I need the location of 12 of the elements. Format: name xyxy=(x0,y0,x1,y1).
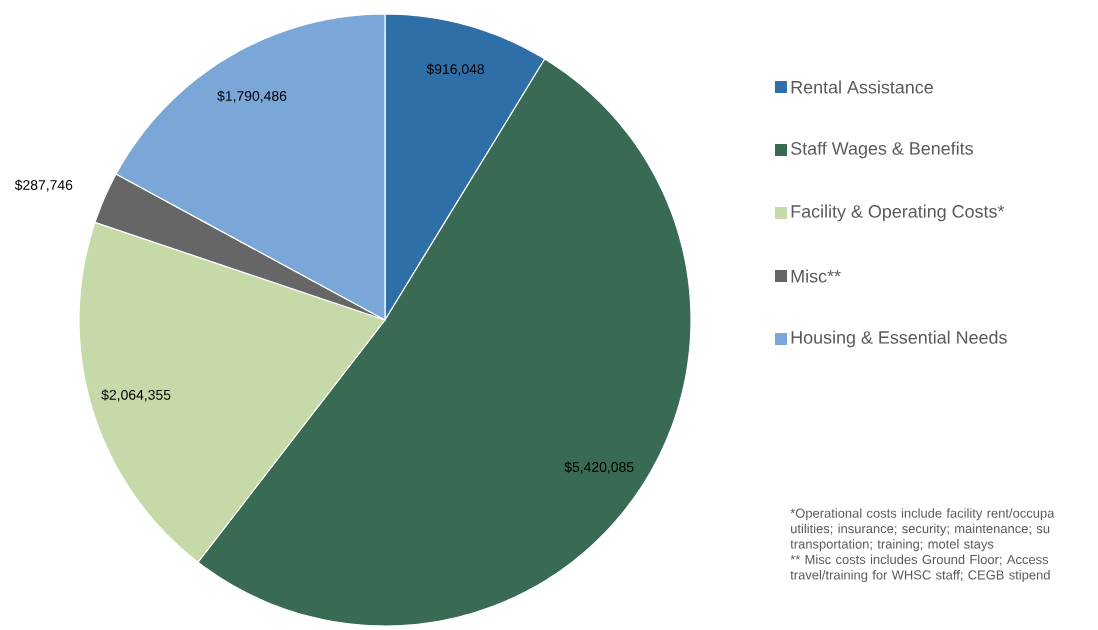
data-label: $287,746 xyxy=(14,179,73,192)
legend-label: Housing & Essential Needs xyxy=(791,330,1007,348)
text: ** Misc costs includes Ground Floor; Access travel/training for WHSC staff; CEGB stipend xyxy=(790,554,1050,583)
legend-label: Staff Wages & Benefits xyxy=(791,141,973,159)
legend-label: Facility & Operating Costs* xyxy=(791,204,1005,222)
legend-label: Rental Assistance xyxy=(791,80,933,94)
data-label: $1,790,486 xyxy=(217,90,287,103)
data-label: $916,048 xyxy=(426,63,485,76)
text: *Operational costs include facility rent/occupa utilities; insurance; security; maintenance; su transportation; training; motel stays xyxy=(790,508,1055,552)
data-label: $2,064,355 xyxy=(101,389,171,402)
data-label: $5,420,085 xyxy=(564,461,634,474)
legend-label: Misc** xyxy=(791,269,841,283)
